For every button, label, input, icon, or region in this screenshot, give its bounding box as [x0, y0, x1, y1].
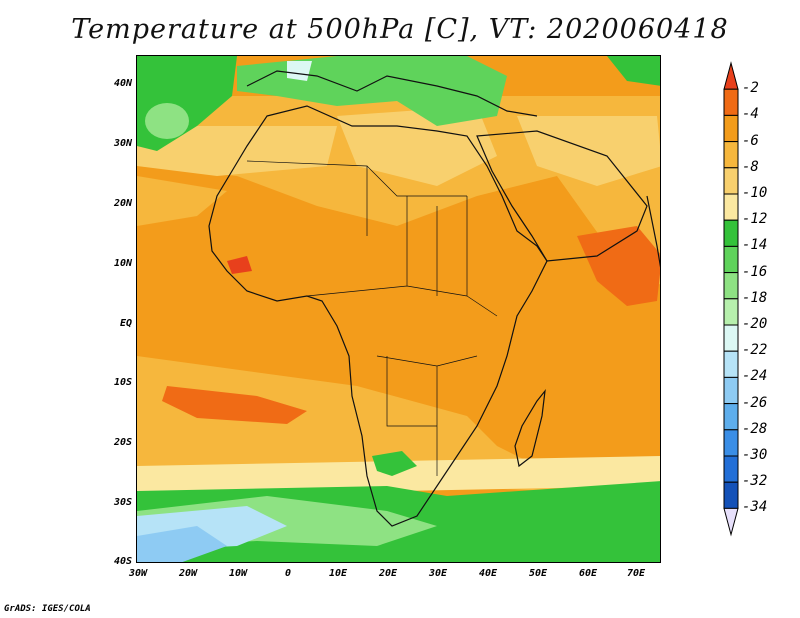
colorbar-label: -6 [742, 132, 759, 149]
field-minus4-arabiansea [577, 226, 660, 306]
africa-coastline [208, 105, 548, 527]
colorbar-label: -16 [742, 263, 768, 280]
lat-label: 20N [113, 198, 132, 209]
colorbar-label: -28 [742, 420, 768, 437]
field-minus14-southafrica [372, 451, 417, 476]
india-coastline [646, 195, 660, 268]
lat-label: 30N [113, 138, 132, 149]
colorbar-swatch [723, 298, 739, 326]
colorbar-swatch [723, 272, 739, 300]
colorbar-swatch [723, 193, 739, 221]
colorbar-swatch [723, 219, 739, 247]
field-minus2-westafrica [227, 256, 252, 274]
lon-label: 30W [128, 568, 148, 579]
colorbar-swatch [723, 114, 739, 143]
lat-label: 10N [113, 258, 132, 269]
field-minus10-middleeast [517, 116, 660, 186]
colorbar-label: -18 [742, 289, 768, 306]
colorbar-label: -34 [742, 499, 768, 516]
colorbar-swatch [723, 481, 739, 509]
madagascar-outline [514, 388, 546, 468]
field-minus20-north [287, 61, 312, 81]
colorbar-swatch [723, 376, 739, 405]
colorbar-swatch [723, 167, 739, 195]
footer-credit: GrADS: IGES/COLA [4, 604, 91, 614]
map-panel [136, 55, 661, 563]
colorbar-label: -2 [742, 80, 759, 97]
europe-coastline [246, 70, 538, 117]
colorbar-label: -12 [742, 211, 768, 228]
colorbar-label: -32 [742, 473, 768, 490]
colorbar-label: -4 [742, 106, 759, 123]
lat-label: 20S [113, 437, 132, 448]
lat-label: 10S [113, 377, 132, 388]
colorbar-swatch [723, 429, 739, 457]
colorbar-label: -22 [742, 342, 768, 359]
lon-label: 70E [626, 568, 646, 579]
field-minus12-south [137, 456, 660, 496]
chart-title: Temperature at 500hPa [C], VT: 202006041… [71, 14, 729, 45]
colorbar-swatch [723, 350, 739, 378]
colorbar-label: -24 [742, 368, 768, 385]
temperature-map [137, 56, 660, 562]
colorbar-swatch [723, 88, 739, 116]
lat-label: EQ [119, 318, 132, 329]
field-minus14-northeast [607, 56, 660, 86]
lon-label: 50E [528, 568, 548, 579]
colorbar-label: -30 [742, 447, 768, 463]
lon-label: 0 [284, 568, 292, 579]
lon-label: 30E [428, 568, 448, 579]
colorbar-swatch [723, 403, 739, 431]
colorbar-bottom-arrow [723, 507, 739, 537]
lon-label: 20E [378, 568, 398, 579]
lat-label: 40N [113, 78, 132, 89]
colorbar-top-arrow [723, 61, 739, 90]
colorbar-graphic [723, 61, 739, 537]
lon-label: 10E [328, 568, 348, 579]
arabia-outline [476, 130, 648, 262]
field-minus8-atlantic [137, 176, 227, 226]
colorbar-swatch [723, 245, 739, 274]
colorbar-label: -14 [742, 237, 768, 254]
lon-label: 20W [178, 568, 198, 579]
colorbar-swatch [723, 324, 739, 352]
lat-label: 40S [113, 556, 132, 567]
field-minus24-southwest [137, 526, 227, 562]
colorbar-label: -10 [742, 185, 768, 201]
country-borders [246, 160, 498, 476]
colorbar-label: -8 [742, 158, 759, 175]
colorbar-swatch [723, 455, 739, 483]
colorbar-swatch [723, 141, 739, 169]
lon-label: 60E [578, 568, 598, 579]
lon-label: 10W [228, 568, 248, 579]
field-minus18-atlantic-north [145, 103, 189, 139]
lat-label: 30S [113, 497, 132, 508]
colorbar-label: -26 [742, 394, 768, 411]
lon-label: 40E [478, 568, 498, 579]
field-minus10-northwest [137, 126, 337, 176]
colorbar-label: -20 [742, 316, 768, 332]
field-minus4-southatlantic [162, 386, 307, 424]
